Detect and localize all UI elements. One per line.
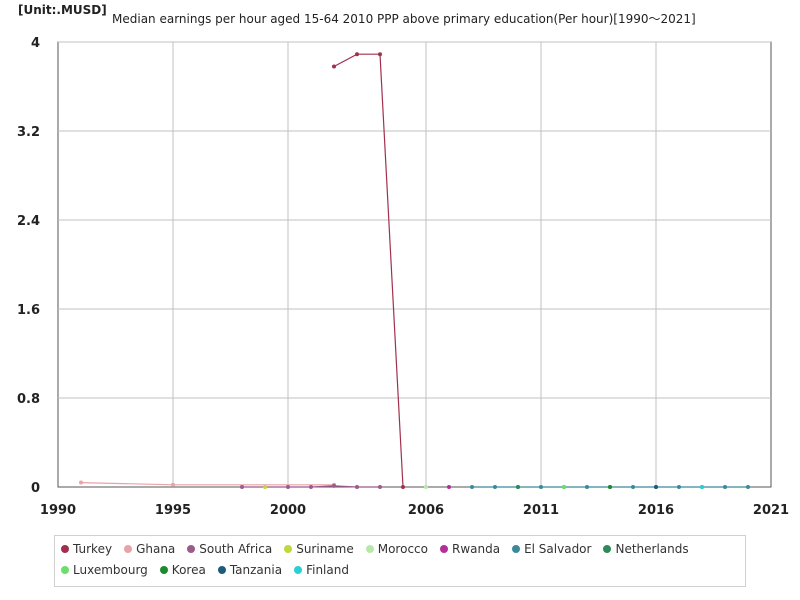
data-point-south-africa xyxy=(378,485,382,489)
chart-title: Median earnings per hour aged 15-64 2010… xyxy=(112,12,696,26)
data-point-el-salvador xyxy=(493,485,497,489)
data-point-el-salvador xyxy=(539,485,543,489)
legend-swatch xyxy=(61,566,69,574)
data-point-el-salvador xyxy=(470,485,474,489)
data-point-luxembourg xyxy=(562,485,566,489)
data-point-ghana xyxy=(79,480,83,485)
legend-label: El Salvador xyxy=(524,542,592,556)
data-point-south-africa xyxy=(240,485,244,489)
data-point-turkey xyxy=(378,52,382,57)
y-tick-label: 2.4 xyxy=(17,214,40,229)
legend-swatch xyxy=(124,545,133,553)
y-tick-label: 0.8 xyxy=(17,392,40,407)
legend-swatch xyxy=(187,545,196,553)
legend-item-turkey: Turkey xyxy=(61,540,112,558)
legend-swatch xyxy=(439,545,448,553)
legend-item-ghana: Ghana xyxy=(124,540,175,558)
legend-item-south-africa: South Africa xyxy=(187,540,272,558)
legend-swatch xyxy=(159,566,168,574)
series-line-south-africa xyxy=(242,485,380,488)
data-point-turkey xyxy=(332,64,336,69)
legend-label: Korea xyxy=(171,563,206,577)
x-tick-label: 1995 xyxy=(155,503,191,518)
legend-swatch xyxy=(603,545,612,553)
data-point-ghana xyxy=(171,482,175,487)
x-tick-label: 2011 xyxy=(523,503,559,518)
x-tick-label: 2016 xyxy=(638,503,674,518)
data-point-suriname xyxy=(263,485,267,489)
y-tick-label: 3.2 xyxy=(17,125,40,140)
legend-label: Luxembourg xyxy=(73,563,148,577)
data-point-el-salvador xyxy=(723,485,727,489)
data-point-el-salvador xyxy=(631,485,635,489)
legend-item-finland: Finland xyxy=(294,561,349,579)
x-tick-label: 2006 xyxy=(408,503,444,518)
legend-swatch xyxy=(217,566,226,574)
plot-area xyxy=(57,41,772,488)
data-point-rwanda xyxy=(447,485,451,489)
legend-label: Netherlands xyxy=(615,542,689,556)
x-tick-label: 2021 xyxy=(753,503,789,518)
legend-swatch xyxy=(294,566,303,574)
y-tick-label: 4 xyxy=(31,36,40,51)
data-point-netherlands xyxy=(516,485,520,489)
legend-label: Morocco xyxy=(377,542,428,556)
data-point-south-africa xyxy=(355,485,359,489)
legend-item-rwanda: Rwanda xyxy=(439,540,501,558)
data-point-turkey xyxy=(355,52,359,57)
legend-item-luxembourg: Luxembourg xyxy=(61,561,148,579)
legend-label: Ghana xyxy=(136,542,176,556)
series-line-turkey xyxy=(333,53,404,488)
data-point-south-africa xyxy=(332,483,336,488)
data-point-morocco xyxy=(424,485,428,489)
x-tick-label: 1990 xyxy=(40,503,76,518)
legend-item-morocco: Morocco xyxy=(365,540,428,558)
y-tick-label: 0 xyxy=(31,481,40,496)
data-point-el-salvador xyxy=(677,485,681,489)
legend-swatch xyxy=(512,545,521,553)
legend: Turkey Ghana South Africa Suriname Morocco Rw… xyxy=(54,535,746,587)
legend-label: Finland xyxy=(306,563,349,577)
legend-item-netherlands: Netherlands xyxy=(603,540,689,558)
legend-swatch xyxy=(61,545,69,553)
legend-swatch xyxy=(284,545,293,553)
x-tick-label: 2000 xyxy=(270,503,306,518)
data-point-korea xyxy=(608,485,612,489)
line-chart: 0 0.8 1.6 2.4 3.2 4 1990 1995 2000 2006 2011 2016 20… xyxy=(17,36,789,518)
legend-label: Tanzania xyxy=(229,563,283,577)
legend-label: Rwanda xyxy=(451,542,501,556)
data-point-south-africa xyxy=(309,485,313,489)
data-point-tanzania xyxy=(654,485,658,489)
legend-item-tanzania: Tanzania xyxy=(217,561,283,579)
legend-item-korea: Korea xyxy=(159,561,206,579)
data-point-finland xyxy=(700,485,704,489)
legend-swatch xyxy=(365,545,374,553)
data-point-turkey xyxy=(401,485,405,489)
legend-label: Suriname xyxy=(296,542,354,556)
legend-item-suriname: Suriname xyxy=(284,540,354,558)
legend-label: Turkey xyxy=(73,542,113,556)
unit-label: [Unit:.MUSD] xyxy=(18,3,107,17)
legend-label: South Africa xyxy=(199,542,273,556)
data-point-el-salvador xyxy=(585,485,589,489)
data-point-south-africa xyxy=(286,485,290,489)
y-tick-label: 1.6 xyxy=(17,303,40,318)
legend-item-el-salvador: El Salvador xyxy=(512,540,591,558)
data-point-el-salvador xyxy=(746,485,750,489)
